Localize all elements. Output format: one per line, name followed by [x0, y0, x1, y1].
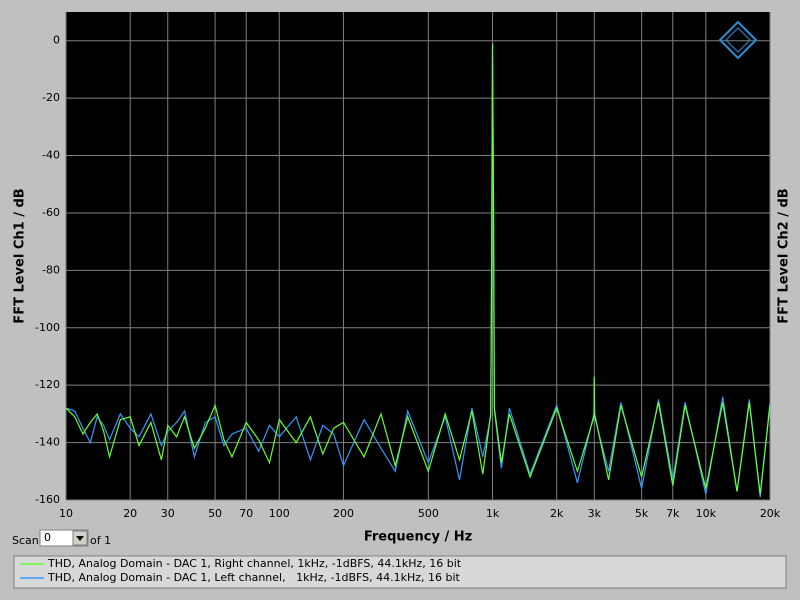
- x-tick-label: 3k: [588, 507, 602, 520]
- x-tick-label: 70: [239, 507, 253, 520]
- logo: [718, 20, 758, 60]
- x-tick-label: 20k: [760, 507, 781, 520]
- legend-label: THD, Analog Domain - DAC 1, Left channel…: [47, 571, 461, 584]
- y-tick-label: -20: [42, 91, 60, 104]
- legend-label: THD, Analog Domain - DAC 1, Right channe…: [47, 557, 462, 570]
- x-tick-label: 10: [59, 507, 73, 520]
- legend: [13, 555, 787, 589]
- y-tick-label: -80: [42, 263, 60, 276]
- series-line: [66, 46, 770, 498]
- x-tick-label: 500: [418, 507, 439, 520]
- y-tick-label: 0: [53, 34, 60, 47]
- y-tick-label: -120: [35, 378, 60, 391]
- x-tick-label: 100: [269, 507, 290, 520]
- series-line: [66, 43, 770, 495]
- x-tick-label: 1k: [486, 507, 500, 520]
- x-tick-label: 30: [161, 507, 175, 520]
- y-tick-label: -140: [35, 436, 60, 449]
- x-tick-label: 10k: [696, 507, 717, 520]
- x-tick-label: 50: [208, 507, 222, 520]
- x-tick-label: 20: [123, 507, 137, 520]
- scan-of: of 1: [90, 534, 111, 547]
- scan-label: Scan: [12, 534, 39, 547]
- x-tick-label: 2k: [550, 507, 564, 520]
- scan-value[interactable]: 0: [44, 531, 51, 544]
- dropdown-arrow: [76, 536, 84, 541]
- x-tick-label: 7k: [666, 507, 680, 520]
- x-tick-label: 200: [333, 507, 354, 520]
- y2-axis-label: FFT Level Ch2 / dB: [777, 188, 792, 323]
- y-tick-label: -40: [42, 149, 60, 162]
- y-tick-label: -160: [35, 493, 60, 506]
- y-tick-label: -60: [42, 206, 60, 219]
- y-tick-label: -100: [35, 321, 60, 334]
- y-axis-label: FFT Level Ch1 / dB: [13, 188, 28, 323]
- x-axis-label: Frequency / Hz: [364, 530, 472, 545]
- x-tick-label: 5k: [635, 507, 649, 520]
